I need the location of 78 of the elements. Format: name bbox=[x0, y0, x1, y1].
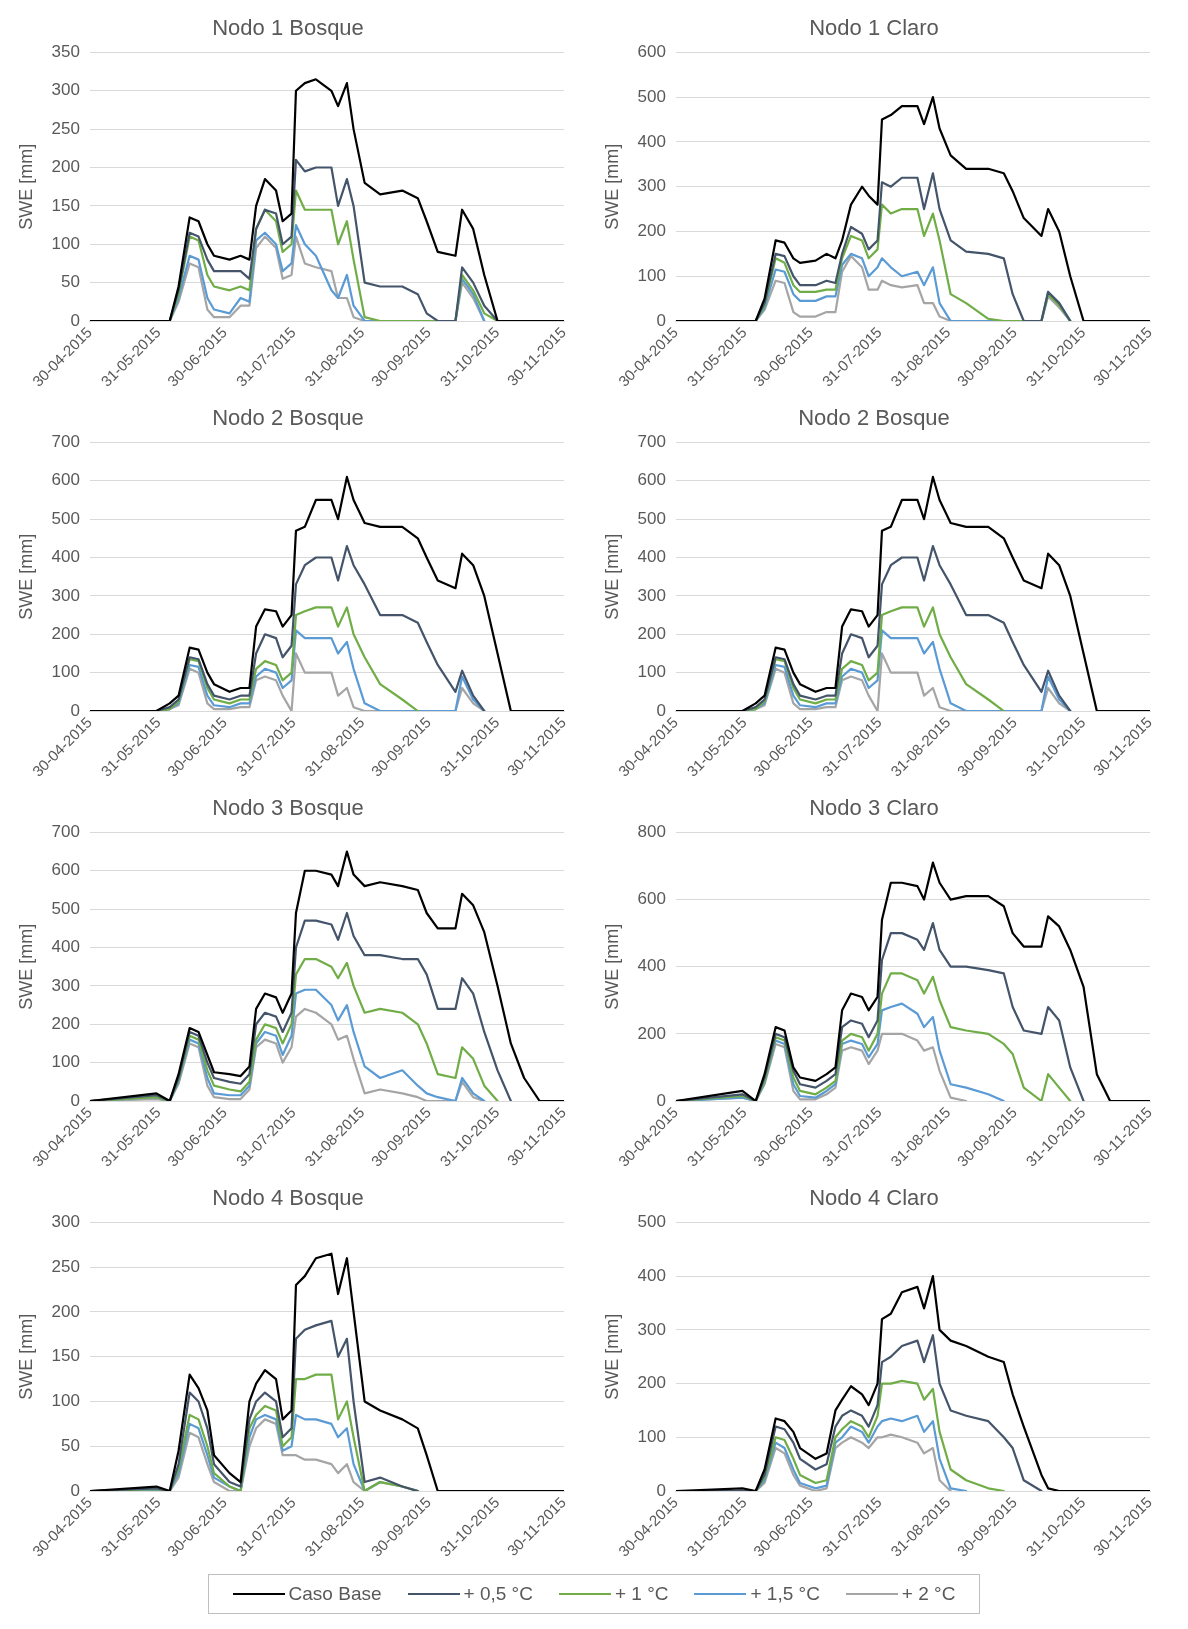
y-tick-label: 200 bbox=[51, 1013, 80, 1033]
y-tick-label: 150 bbox=[51, 1346, 80, 1366]
y-tick-label: 800 bbox=[637, 822, 666, 842]
y-tick-label: 600 bbox=[637, 470, 666, 490]
y-tick-label: 100 bbox=[637, 662, 666, 682]
y-tick-label: 500 bbox=[51, 508, 80, 528]
y-tick-label: 100 bbox=[51, 662, 80, 682]
y-axis-title: SWE [mm] bbox=[601, 1313, 622, 1400]
y-tick-label: 0 bbox=[656, 310, 666, 330]
y-tick-label: 0 bbox=[70, 700, 80, 720]
legend-label: + 1,5 °C bbox=[750, 1583, 820, 1605]
y-tick-label: 100 bbox=[51, 1052, 80, 1072]
y-tick-label: 300 bbox=[51, 1212, 80, 1232]
y-tick-label: 400 bbox=[637, 1265, 666, 1285]
y-tick-label: 0 bbox=[656, 700, 666, 720]
y-tick-label: 400 bbox=[637, 956, 666, 976]
y-tick-label: 300 bbox=[637, 1319, 666, 1339]
y-tick-label: 200 bbox=[51, 1301, 80, 1321]
y-tick-label: 300 bbox=[51, 585, 80, 605]
y-tick-label: 500 bbox=[637, 1212, 666, 1232]
y-tick-label: 500 bbox=[637, 508, 666, 528]
chart-title: Nodo 1 Claro bbox=[809, 15, 939, 41]
y-axis-title: SWE [mm] bbox=[15, 1313, 36, 1400]
y-tick-label: 50 bbox=[61, 1435, 80, 1455]
y-tick-label: 100 bbox=[637, 1426, 666, 1446]
y-tick-label: 300 bbox=[51, 80, 80, 100]
chart-title: Nodo 1 Bosque bbox=[212, 15, 364, 41]
y-tick-label: 400 bbox=[51, 937, 80, 957]
y-axis-title: SWE [mm] bbox=[601, 143, 622, 230]
y-tick-label: 400 bbox=[637, 131, 666, 151]
legend-label: + 1 °C bbox=[614, 1583, 669, 1605]
y-tick-label: 700 bbox=[51, 432, 80, 452]
y-tick-label: 700 bbox=[51, 822, 80, 842]
y-tick-label: 100 bbox=[51, 233, 80, 253]
chart-title: Nodo 3 Bosque bbox=[212, 795, 364, 821]
y-axis-title: SWE [mm] bbox=[15, 533, 36, 620]
y-tick-label: 0 bbox=[70, 1090, 80, 1110]
y-tick-label: 300 bbox=[637, 585, 666, 605]
y-tick-label: 250 bbox=[51, 1256, 80, 1276]
chart-title: Nodo 2 Bosque bbox=[798, 405, 950, 431]
y-tick-label: 500 bbox=[51, 898, 80, 918]
y-tick-label: 600 bbox=[637, 889, 666, 909]
y-tick-label: 300 bbox=[637, 176, 666, 196]
legend-label: + 2 °C bbox=[901, 1583, 956, 1605]
y-tick-label: 0 bbox=[656, 1090, 666, 1110]
chart-title: Nodo 4 Bosque bbox=[212, 1185, 364, 1211]
y-tick-label: 350 bbox=[51, 42, 80, 62]
y-tick-label: 100 bbox=[637, 265, 666, 285]
y-tick-label: 700 bbox=[637, 432, 666, 452]
legend-label: + 0,5 °C bbox=[463, 1583, 533, 1605]
y-axis-title: SWE [mm] bbox=[15, 143, 36, 230]
chart-title: Nodo 3 Claro bbox=[809, 795, 939, 821]
y-tick-label: 400 bbox=[637, 547, 666, 567]
y-tick-label: 200 bbox=[637, 1373, 666, 1393]
y-tick-label: 200 bbox=[637, 221, 666, 241]
y-tick-label: 0 bbox=[70, 310, 80, 330]
chart-title: Nodo 2 Bosque bbox=[212, 405, 364, 431]
y-tick-label: 200 bbox=[637, 623, 666, 643]
y-tick-label: 600 bbox=[51, 860, 80, 880]
y-tick-label: 300 bbox=[51, 975, 80, 995]
y-tick-label: 200 bbox=[637, 1023, 666, 1043]
y-tick-label: 150 bbox=[51, 195, 80, 215]
y-tick-label: 600 bbox=[637, 42, 666, 62]
y-tick-label: 0 bbox=[656, 1480, 666, 1500]
y-axis-title: SWE [mm] bbox=[15, 923, 36, 1010]
y-tick-label: 500 bbox=[637, 86, 666, 106]
legend-label: Caso Base bbox=[288, 1583, 382, 1605]
y-axis-title: SWE [mm] bbox=[601, 533, 622, 620]
y-tick-label: 400 bbox=[51, 547, 80, 567]
y-tick-label: 100 bbox=[51, 1391, 80, 1411]
y-tick-label: 200 bbox=[51, 157, 80, 177]
y-axis-title: SWE [mm] bbox=[601, 923, 622, 1010]
y-tick-label: 200 bbox=[51, 623, 80, 643]
y-tick-label: 50 bbox=[61, 272, 80, 292]
y-tick-label: 250 bbox=[51, 118, 80, 138]
y-tick-label: 0 bbox=[70, 1480, 80, 1500]
chart-title: Nodo 4 Claro bbox=[809, 1185, 939, 1211]
y-tick-label: 600 bbox=[51, 470, 80, 490]
